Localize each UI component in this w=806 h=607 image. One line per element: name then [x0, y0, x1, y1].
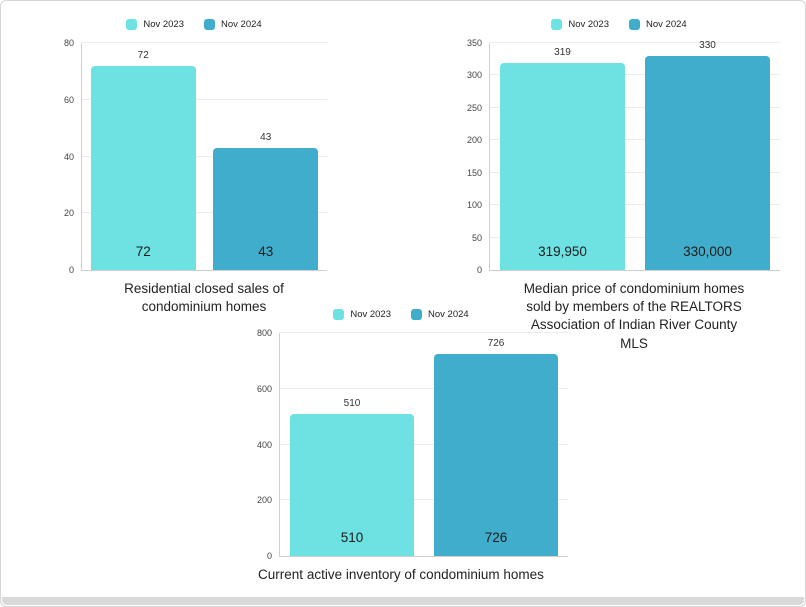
legend-item-nov-2023[interactable]: Nov 2023	[551, 18, 609, 30]
bar-value-label: 330	[699, 39, 716, 51]
legend-label-nov-2024: Nov 2024	[428, 308, 469, 320]
y-axis-tick-label: 40	[63, 151, 74, 162]
bar-nov-2024[interactable]: 726 726	[434, 338, 558, 556]
legend-swatch-nov-2024-icon	[411, 308, 422, 320]
y-axis-tick-label: 20	[63, 208, 74, 219]
y-axis-tick-label: 800	[256, 328, 272, 338]
chart-legend: Nov 2023 Nov 2024	[449, 17, 789, 31]
scrollbar-horizontal[interactable]	[2, 597, 804, 605]
bar-nov-2024[interactable]: 330 330,000	[645, 40, 770, 270]
plot-area: 0 200 400 600 800 510 510 726 726	[257, 328, 568, 561]
chart-legend: Nov 2023 Nov 2024	[223, 307, 579, 321]
legend-swatch-nov-2023-icon	[551, 18, 563, 30]
y-axis-tick-label: 300	[466, 70, 482, 81]
y-axis-tick-label: 350	[466, 38, 482, 48]
chart-residential-closed-sales: Nov 2023 Nov 2024 0 20 40 60 80 72 72 43 43 Resi…	[29, 17, 359, 316]
bar-nov-2023[interactable]: 510 510	[290, 398, 414, 556]
y-axis-tick-label: 200	[466, 135, 482, 146]
y-axis-tick-label: 600	[256, 383, 272, 394]
y-axis-tick-label: 0	[476, 265, 482, 275]
bar-value-label: 43	[260, 132, 272, 143]
gridline	[280, 332, 568, 333]
chart-title: Median price of condominium homes sold b…	[523, 281, 745, 351]
chart-title: Current active inventory of condominium …	[258, 567, 544, 582]
legend-label-nov-2024: Nov 2024	[221, 18, 262, 30]
chart-active-inventory: Nov 2023 Nov 2024 0 200 400 600 800 510 510 726…	[223, 307, 579, 584]
bar-value-label: 510	[343, 397, 361, 409]
bar-nov-2023[interactable]: 319 319,950	[500, 47, 625, 270]
y-axis-tick-label: 150	[466, 167, 482, 178]
legend-item-nov-2024[interactable]: Nov 2024	[204, 18, 262, 30]
legend-label-nov-2023: Nov 2023	[143, 18, 184, 30]
legend-swatch-nov-2023-icon	[126, 18, 138, 30]
legend-swatch-nov-2024-icon	[629, 18, 640, 30]
y-axis-tick-label: 0	[266, 551, 272, 561]
bar-inner-label: 510	[340, 530, 364, 545]
legend-item-nov-2024[interactable]: Nov 2024	[411, 308, 469, 320]
y-axis-tick-label: 100	[466, 200, 482, 211]
legend-label-nov-2024: Nov 2024	[646, 18, 687, 30]
bar-nov-2023[interactable]: 72 72	[90, 50, 196, 270]
legend-swatch-nov-2024-icon	[204, 18, 215, 30]
bar-nov-2024[interactable]: 43 43	[213, 132, 319, 270]
bar-value-label: 726	[487, 337, 505, 349]
y-axis-tick-label: 200	[256, 495, 272, 506]
y-axis-tick-label: 250	[466, 102, 482, 113]
chart-title: Residential closed sales of condominium …	[124, 281, 284, 315]
y-axis-tick-label: 50	[471, 232, 482, 243]
plot-area: 0 50 100 150 200 250 300 350 319 319,950 330 330,00…	[467, 38, 780, 275]
bar-inner-label: 72	[135, 244, 151, 259]
bar-inner-label: 726	[484, 530, 508, 545]
y-axis-tick-label: 400	[256, 439, 272, 450]
chart-median-price: Nov 2023 Nov 2024 0 50 100 150 200 250 300 350 3…	[449, 17, 789, 353]
gridline	[82, 42, 327, 43]
legend-swatch-nov-2023-icon	[333, 308, 345, 320]
bar-value-label: 72	[137, 49, 149, 61]
legend-label-nov-2023: Nov 2023	[350, 308, 391, 320]
y-axis-tick-label: 60	[63, 94, 74, 105]
bar-value-label: 319	[554, 46, 571, 58]
plot-area: 0 20 40 60 80 72 72 43 43	[64, 38, 327, 275]
bar-inner-label: 319,950	[538, 244, 587, 259]
chart-legend: Nov 2023 Nov 2024	[29, 17, 359, 31]
legend-item-nov-2023[interactable]: Nov 2023	[333, 308, 391, 320]
legend-item-nov-2023[interactable]: Nov 2023	[126, 18, 184, 30]
y-axis-tick-label: 80	[63, 38, 74, 48]
bar-inner-label: 43	[258, 244, 274, 259]
legend-label-nov-2023: Nov 2023	[568, 18, 609, 30]
legend-item-nov-2024[interactable]: Nov 2024	[629, 18, 687, 30]
bar-inner-label: 330,000	[683, 244, 732, 259]
y-axis-tick-label: 0	[68, 265, 74, 275]
